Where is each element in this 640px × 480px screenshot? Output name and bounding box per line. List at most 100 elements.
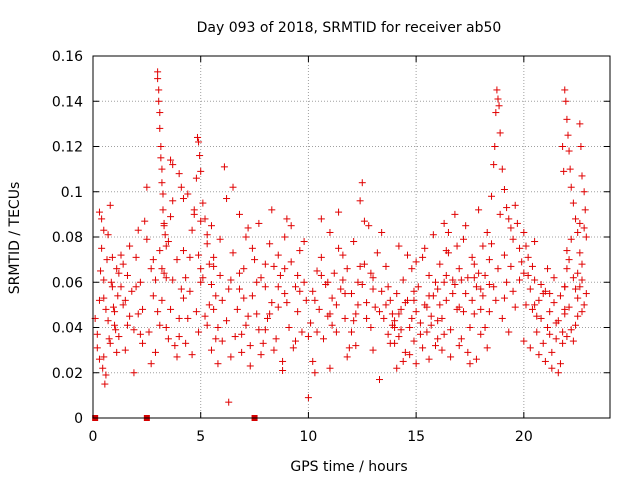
data-point	[509, 287, 517, 295]
data-point	[412, 258, 420, 266]
data-point	[397, 326, 405, 334]
data-point	[539, 339, 547, 347]
data-point	[126, 312, 134, 320]
data-point	[468, 253, 476, 261]
data-point	[546, 290, 554, 298]
data-point	[516, 276, 524, 284]
data-point	[216, 271, 224, 279]
data-point	[438, 314, 446, 322]
data-point	[193, 133, 201, 141]
data-point	[466, 360, 474, 368]
data-point	[225, 285, 233, 293]
data-point	[261, 260, 269, 268]
data-point	[98, 244, 106, 252]
data-point	[186, 253, 194, 261]
data-point	[155, 97, 163, 105]
data-point	[535, 351, 543, 359]
data-point	[259, 339, 267, 347]
data-point	[95, 355, 103, 363]
data-point	[201, 312, 209, 320]
data-point	[311, 296, 319, 304]
data-point	[449, 276, 457, 284]
data-point	[261, 283, 269, 291]
data-point	[479, 242, 487, 250]
data-point	[416, 330, 424, 338]
data-point	[149, 256, 157, 264]
data-point	[167, 213, 175, 221]
data-point	[343, 353, 351, 361]
data-point	[582, 290, 590, 298]
data-point	[203, 231, 211, 239]
data-point	[130, 369, 138, 377]
data-point	[304, 394, 312, 402]
data-point	[179, 195, 187, 203]
data-point	[95, 208, 103, 216]
data-point	[93, 344, 101, 352]
data-point	[562, 97, 570, 105]
data-point	[475, 206, 483, 214]
data-point	[580, 224, 588, 232]
data-point	[203, 321, 211, 329]
data-point	[173, 353, 181, 361]
data-point	[248, 244, 256, 252]
data-point	[296, 287, 304, 295]
data-point	[307, 319, 315, 327]
data-point	[332, 301, 340, 309]
data-point	[401, 299, 409, 307]
data-point	[177, 183, 185, 191]
data-point	[240, 265, 248, 273]
data-point	[270, 346, 278, 354]
data-point	[472, 283, 480, 291]
data-point	[205, 260, 213, 268]
data-point	[468, 296, 476, 304]
data-point	[112, 326, 120, 334]
data-point	[576, 219, 584, 227]
data-point	[386, 296, 394, 304]
data-point	[552, 335, 560, 343]
data-point	[434, 335, 442, 343]
data-point	[414, 283, 422, 291]
data-point	[388, 310, 396, 318]
data-point	[576, 283, 584, 291]
x-tick-label: 15	[407, 429, 425, 445]
data-point	[565, 147, 573, 155]
data-point	[145, 328, 153, 336]
data-point	[490, 161, 498, 169]
data-point	[315, 305, 323, 313]
data-point	[182, 274, 190, 282]
data-point	[326, 228, 334, 236]
data-point	[274, 251, 282, 259]
data-point	[195, 138, 203, 146]
data-point	[363, 299, 371, 307]
data-point	[197, 278, 205, 286]
data-point	[384, 283, 392, 291]
data-point	[354, 278, 362, 286]
data-point	[395, 333, 403, 341]
data-point	[210, 262, 218, 270]
data-point	[567, 326, 575, 334]
data-point	[470, 310, 478, 318]
data-point	[175, 314, 183, 322]
data-point	[274, 283, 282, 291]
data-point	[466, 324, 474, 331]
data-point	[328, 321, 336, 329]
data-point	[565, 303, 573, 311]
data-point	[113, 348, 121, 356]
data-point	[212, 292, 220, 300]
data-point	[574, 294, 582, 302]
data-point	[569, 274, 577, 282]
data-point	[509, 235, 517, 243]
data-point	[291, 337, 299, 345]
data-point	[572, 321, 580, 329]
data-point	[240, 294, 248, 302]
data-point	[287, 258, 295, 266]
data-point	[582, 233, 590, 241]
data-point	[179, 247, 187, 255]
data-point	[100, 294, 108, 302]
data-point	[326, 364, 334, 372]
data-point	[369, 285, 377, 293]
x-axis-label: GPS time / hours	[290, 459, 407, 475]
data-point	[205, 301, 213, 309]
data-point	[432, 342, 440, 350]
data-point	[160, 219, 168, 227]
